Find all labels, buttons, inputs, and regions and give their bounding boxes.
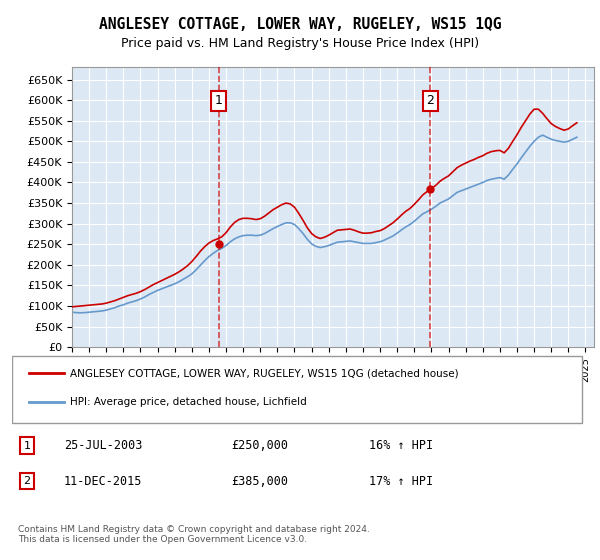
Text: 2: 2	[23, 476, 31, 486]
Text: Contains HM Land Registry data © Crown copyright and database right 2024.
This d: Contains HM Land Registry data © Crown c…	[18, 525, 370, 544]
Text: £385,000: £385,000	[231, 474, 288, 488]
Text: 1: 1	[23, 441, 31, 451]
Text: 16% ↑ HPI: 16% ↑ HPI	[369, 439, 433, 452]
FancyBboxPatch shape	[12, 356, 582, 423]
Text: ANGLESEY COTTAGE, LOWER WAY, RUGELEY, WS15 1QG: ANGLESEY COTTAGE, LOWER WAY, RUGELEY, WS…	[99, 17, 501, 32]
Text: 25-JUL-2003: 25-JUL-2003	[64, 439, 142, 452]
Text: Price paid vs. HM Land Registry's House Price Index (HPI): Price paid vs. HM Land Registry's House …	[121, 38, 479, 50]
Text: 11-DEC-2015: 11-DEC-2015	[64, 474, 142, 488]
Text: HPI: Average price, detached house, Lichfield: HPI: Average price, detached house, Lich…	[70, 397, 307, 407]
Text: £250,000: £250,000	[231, 439, 288, 452]
Text: 17% ↑ HPI: 17% ↑ HPI	[369, 474, 433, 488]
Text: ANGLESEY COTTAGE, LOWER WAY, RUGELEY, WS15 1QG (detached house): ANGLESEY COTTAGE, LOWER WAY, RUGELEY, WS…	[70, 368, 458, 378]
Text: 1: 1	[215, 94, 223, 108]
Text: 2: 2	[427, 94, 434, 108]
